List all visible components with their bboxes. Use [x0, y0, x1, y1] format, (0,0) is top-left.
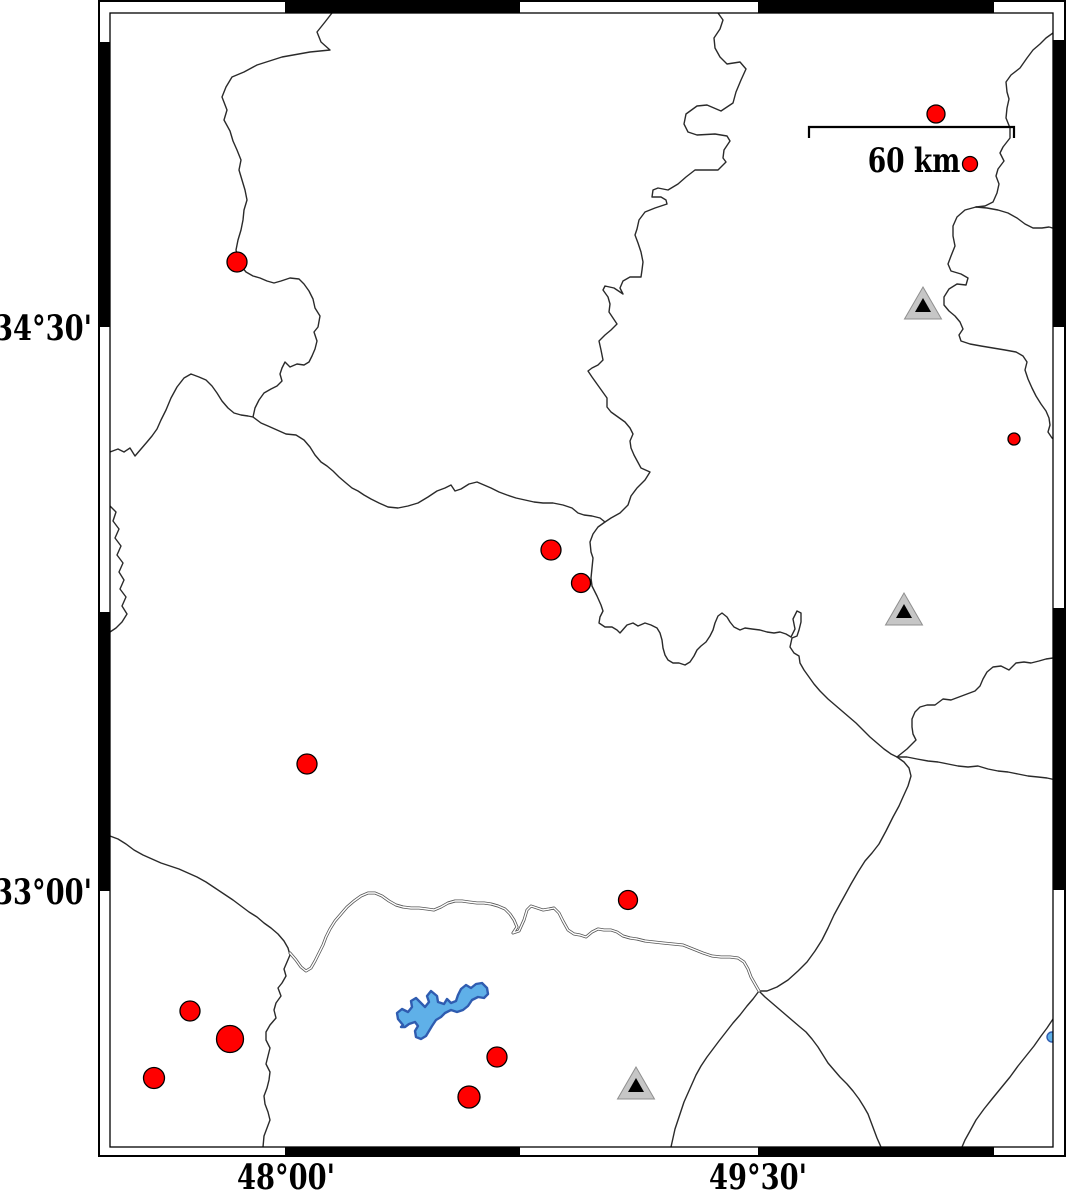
epicenter-marker: [617, 889, 639, 911]
frame-tick-segment-bottom: [285, 1147, 520, 1156]
longitude-label-west: 48°00': [237, 1158, 335, 1192]
epicenter-marker: [457, 1085, 481, 1109]
frame-tick-segment-right: [1053, 608, 1065, 890]
frame-inner-line: [109, 12, 1054, 1148]
boundary-south-west-fork: [670, 990, 760, 1147]
markers-layer: [142, 104, 1021, 1109]
epicenter-marker: [961, 155, 979, 173]
water-layer: [395, 981, 1053, 1043]
boundary-east-mid: [896, 657, 1053, 758]
latitude-label-south: 33°00': [0, 873, 92, 913]
frame-tick-segment-left: [99, 612, 110, 891]
epicenter-marker: [215, 1024, 245, 1054]
boundary-left-claw: [110, 505, 128, 633]
lake: [395, 981, 490, 1041]
station-triangle-inner: [896, 604, 912, 618]
epicenter-marker: [142, 1066, 166, 1090]
river-south-casing: [288, 891, 761, 993]
boundary-topleft-blob: [221, 13, 333, 418]
frame-tick-segment-bottom: [758, 1147, 994, 1156]
epicenter-marker: [226, 251, 248, 273]
boundary-north-south: [587, 13, 912, 992]
frame-tick-segment-top: [758, 1, 994, 13]
small-lake: [1046, 1031, 1053, 1043]
epicenter-marker: [486, 1046, 508, 1068]
boundary-west-east: [110, 373, 606, 523]
station-triangle-inner: [628, 1078, 644, 1092]
epicenter-marker: [1007, 432, 1021, 446]
latitude-label-north: 34°30': [0, 309, 92, 349]
map-frame: [98, 0, 1066, 1157]
epicenter-marker: [179, 1000, 201, 1022]
boundary-lines-layer: [110, 13, 1053, 1147]
scale-bar: [807, 125, 1016, 138]
epicenter-marker: [570, 572, 592, 594]
frame-tick-segment-right: [1053, 40, 1065, 327]
boundary-ne-east-branch: [975, 206, 1053, 229]
boundary-east-bulge: [943, 206, 1053, 440]
boundary-east-branch-low: [896, 756, 1053, 781]
epicenter-marker: [540, 539, 562, 561]
epicenter-marker: [296, 753, 318, 775]
scale-bar-line: [807, 125, 1016, 138]
epicenter-marker: [926, 104, 946, 124]
boundary-bottom-right-corner: [961, 1018, 1053, 1147]
scale-bar-label: 60 km: [868, 141, 961, 181]
longitude-label-east: 49°30': [709, 1158, 807, 1192]
frame-outer-line: [98, 0, 1066, 1157]
boundary-ne-descent: [975, 32, 1053, 208]
boundary-southwest: [110, 835, 291, 1147]
boundary-south-east-fork: [758, 990, 882, 1147]
frame-tick-segment-top: [285, 1, 520, 13]
river-south-core: [289, 892, 760, 992]
station-triangle-inner: [915, 298, 931, 312]
frame-tick-segment-left: [99, 42, 110, 327]
